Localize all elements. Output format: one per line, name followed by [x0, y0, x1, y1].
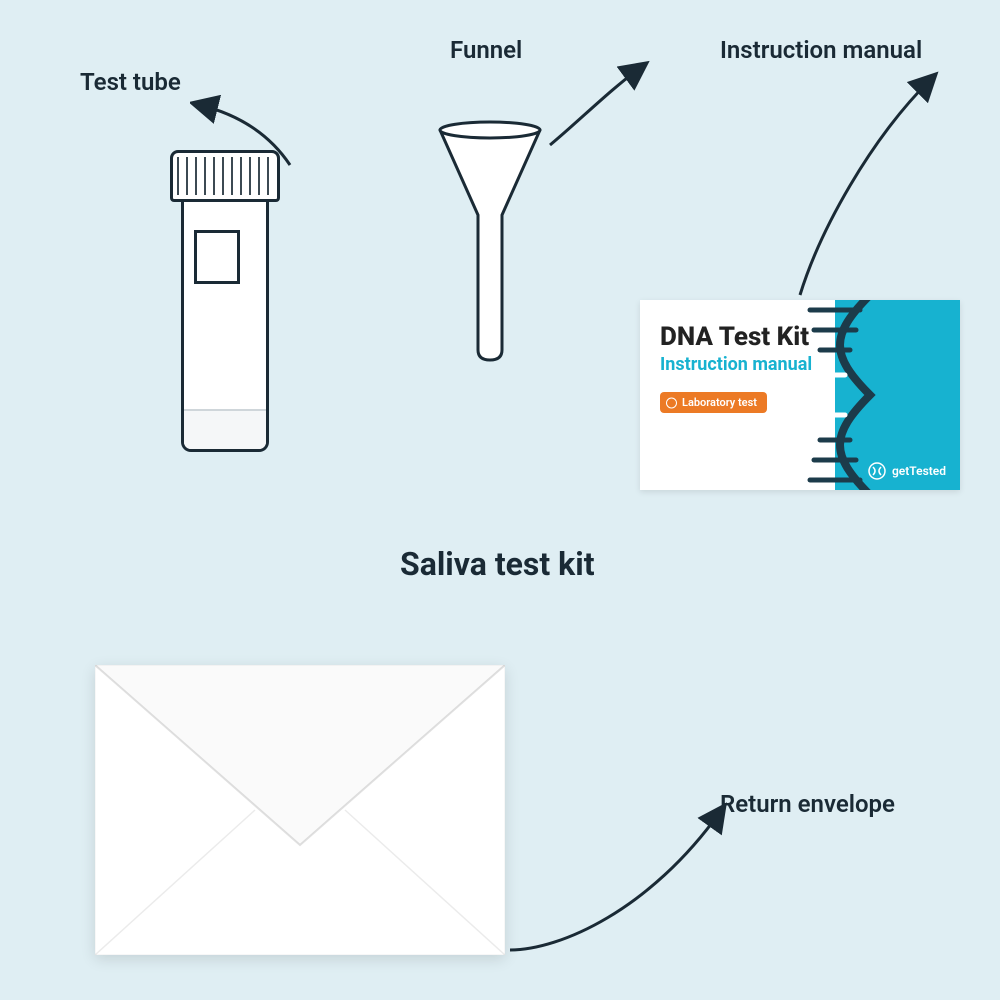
manual-title: DNA Test Kit [660, 322, 809, 352]
funnel-icon [420, 120, 560, 374]
label-manual: Instruction manual [720, 36, 922, 64]
manual-brand: getTested [868, 462, 946, 480]
label-envelope: Return envelope [720, 790, 895, 818]
manual-subtitle: Instruction manual [660, 354, 812, 375]
manual-tag: Laboratory test [660, 392, 767, 413]
test-tube-icon [170, 150, 280, 460]
brand-logo-icon [868, 462, 886, 480]
main-title: Saliva test kit [400, 545, 595, 583]
arrow-envelope [500, 800, 730, 960]
arrow-manual [790, 70, 940, 300]
label-funnel: Funnel [450, 36, 522, 64]
label-test-tube: Test tube [80, 68, 181, 96]
manual-card: DNA Test Kit Instruction manual Laborato… [640, 300, 960, 490]
envelope-icon [95, 665, 505, 955]
